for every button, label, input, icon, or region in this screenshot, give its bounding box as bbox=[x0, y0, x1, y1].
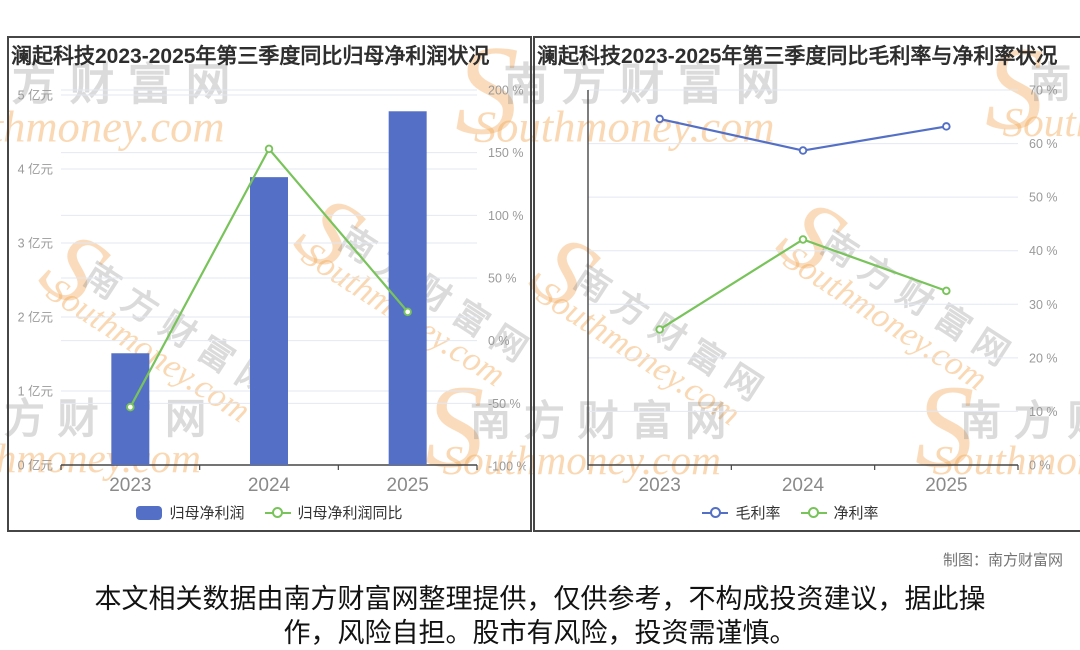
x-axis-label: 2025 bbox=[925, 475, 967, 496]
y-axis-label: 0 % bbox=[488, 334, 510, 348]
left-chart-legend: 归母净利润 归母净利润同比 bbox=[9, 502, 530, 523]
legend-item[interactable]: 归母净利润同比 bbox=[265, 502, 403, 523]
data-point-2025 bbox=[943, 123, 950, 130]
y-axis-label: 50 % bbox=[1029, 191, 1058, 205]
y-axis-label: 150 % bbox=[488, 146, 523, 160]
x-axis-label: 2025 bbox=[387, 475, 429, 496]
y-axis-label: 30 % bbox=[1029, 298, 1058, 312]
right-chart-title: 澜起科技2023-2025年第三季度同比毛利率与净利率状况 bbox=[537, 40, 1057, 70]
bar-2025 bbox=[389, 111, 427, 465]
disclaimer-text: 本文相关数据由南方财富网整理提供，仅供参考，不构成投资建议，据此操 作，风险自担… bbox=[0, 582, 1080, 650]
data-point-2023 bbox=[127, 404, 134, 411]
y-axis-label: 60 % bbox=[1029, 137, 1058, 151]
data-point-2025 bbox=[404, 309, 411, 316]
y-axis-label: 50 % bbox=[488, 272, 517, 286]
legend-label: 毛利率 bbox=[735, 502, 780, 523]
legend-label: 净利率 bbox=[834, 502, 879, 523]
data-point-2023 bbox=[656, 116, 663, 123]
chart-credit: 制图：南方财富网 bbox=[943, 549, 1063, 570]
y-axis-label: 2 亿元 bbox=[18, 310, 53, 325]
margin-chart-canvas: 70 % 60 % 50 % 40 % 30 % 20 % 10 % 0 % 2023 2024 2… bbox=[535, 38, 1080, 526]
y-axis-label: 0 亿元 bbox=[18, 458, 53, 473]
legend-label: 归母净利润同比 bbox=[298, 502, 403, 523]
right-chart-legend: 毛利率 净利率 bbox=[535, 502, 1080, 523]
x-axis-label: 2023 bbox=[109, 475, 151, 496]
y-axis-label: -100 % bbox=[488, 460, 526, 474]
data-point-2023 bbox=[656, 326, 663, 333]
legend-label: 归母净利润 bbox=[169, 502, 244, 523]
legend-line-marker-icon bbox=[702, 506, 728, 520]
y-axis-label: 10 % bbox=[1029, 405, 1058, 419]
disclaimer-line-2: 作，风险自担。股市有风险，投资需谨慎。 bbox=[0, 616, 1080, 650]
series-line bbox=[660, 239, 947, 329]
y-axis-label: 5 亿元 bbox=[18, 88, 53, 103]
y-axis-label: 3 亿元 bbox=[18, 236, 53, 251]
y-axis-label: 40 % bbox=[1029, 244, 1058, 258]
x-axis-label: 2024 bbox=[782, 475, 825, 496]
legend-item[interactable]: 毛利率 bbox=[702, 502, 780, 523]
x-axis-label: 2024 bbox=[248, 475, 291, 496]
y-axis-label: 1 亿元 bbox=[18, 384, 53, 399]
bar-2024 bbox=[250, 177, 288, 465]
legend-item[interactable]: 归母净利润 bbox=[136, 502, 244, 523]
y-axis-label: 20 % bbox=[1029, 351, 1058, 365]
legend-line-marker-icon bbox=[265, 506, 291, 520]
y-axis-label: 4 亿元 bbox=[18, 162, 53, 177]
y-axis-label: -50 % bbox=[488, 397, 521, 411]
net-profit-chart-canvas: 5 亿元 4 亿元 3 亿元 2 亿元 1 亿元 0 亿元 200 % 150 % 100 % 5… bbox=[9, 38, 526, 526]
margin-chart-panel: 澜起科技2023-2025年第三季度同比毛利率与净利率状况 70 % 60 % 50… bbox=[533, 36, 1080, 532]
legend-bar-swatch bbox=[136, 506, 162, 520]
x-axis-label: 2023 bbox=[639, 475, 681, 496]
data-point-2024 bbox=[800, 236, 807, 243]
y-axis-label: 0 % bbox=[1029, 459, 1051, 473]
series-line bbox=[660, 119, 947, 151]
legend-item[interactable]: 净利率 bbox=[801, 502, 879, 523]
data-point-2024 bbox=[266, 146, 273, 153]
y-axis-label: 100 % bbox=[488, 209, 523, 223]
data-point-2024 bbox=[800, 147, 807, 154]
data-point-2025 bbox=[943, 288, 950, 295]
disclaimer-line-1: 本文相关数据由南方财富网整理提供，仅供参考，不构成投资建议，据此操 bbox=[0, 582, 1080, 616]
legend-line-marker-icon bbox=[801, 506, 827, 520]
y-axis-label: 70 % bbox=[1029, 84, 1058, 98]
left-chart-title: 澜起科技2023-2025年第三季度同比归母净利润状况 bbox=[11, 40, 489, 70]
y-axis-label: 200 % bbox=[488, 84, 523, 98]
net-profit-chart-panel: 澜起科技2023-2025年第三季度同比归母净利润状况 5 亿元 4 亿元 3 亿元… bbox=[7, 36, 532, 532]
